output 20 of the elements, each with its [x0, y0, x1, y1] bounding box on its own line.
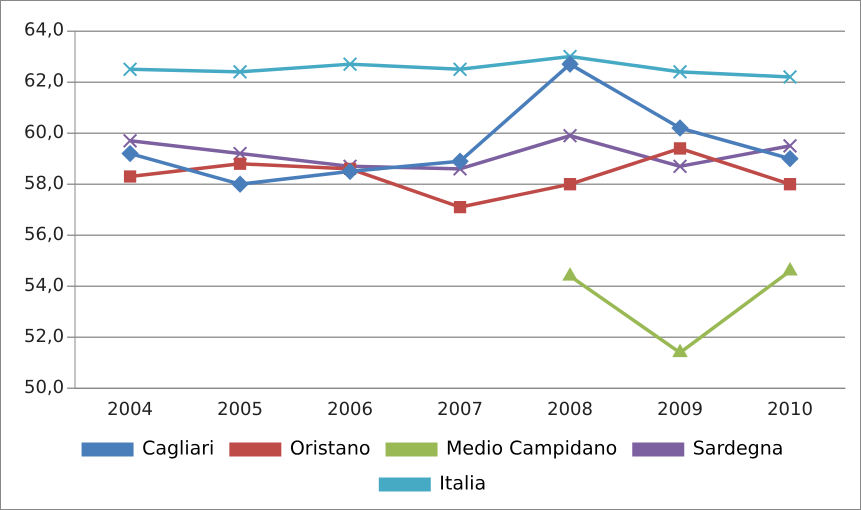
y-tick-label: 52,0: [24, 326, 64, 348]
y-tick-label: 54,0: [24, 274, 64, 296]
legend-label: Oristano: [290, 437, 371, 460]
legend-label: Medio Campidano: [446, 437, 618, 460]
y-tick-label: 64,0: [24, 20, 64, 41]
legend-label: Italia: [439, 472, 486, 494]
x-tick-label: 2009: [657, 398, 703, 420]
x-tick-label: 2006: [327, 398, 373, 420]
y-tick-label: 62,0: [24, 70, 64, 92]
x-tick-label: 2005: [217, 398, 263, 420]
x-tick-label: 2004: [107, 398, 153, 420]
legend-label: Cagliari: [142, 437, 214, 460]
x-tick-label: 2010: [767, 398, 813, 420]
x-tick-label: 2008: [547, 398, 593, 420]
y-tick-label: 58,0: [24, 172, 64, 194]
y-tick-label: 50,0: [24, 377, 64, 398]
legend-label: Sardegna: [692, 437, 784, 460]
y-tick-label: 60,0: [24, 122, 64, 143]
y-tick-label: 56,0: [24, 224, 64, 245]
x-tick-label: 2007: [437, 398, 483, 420]
